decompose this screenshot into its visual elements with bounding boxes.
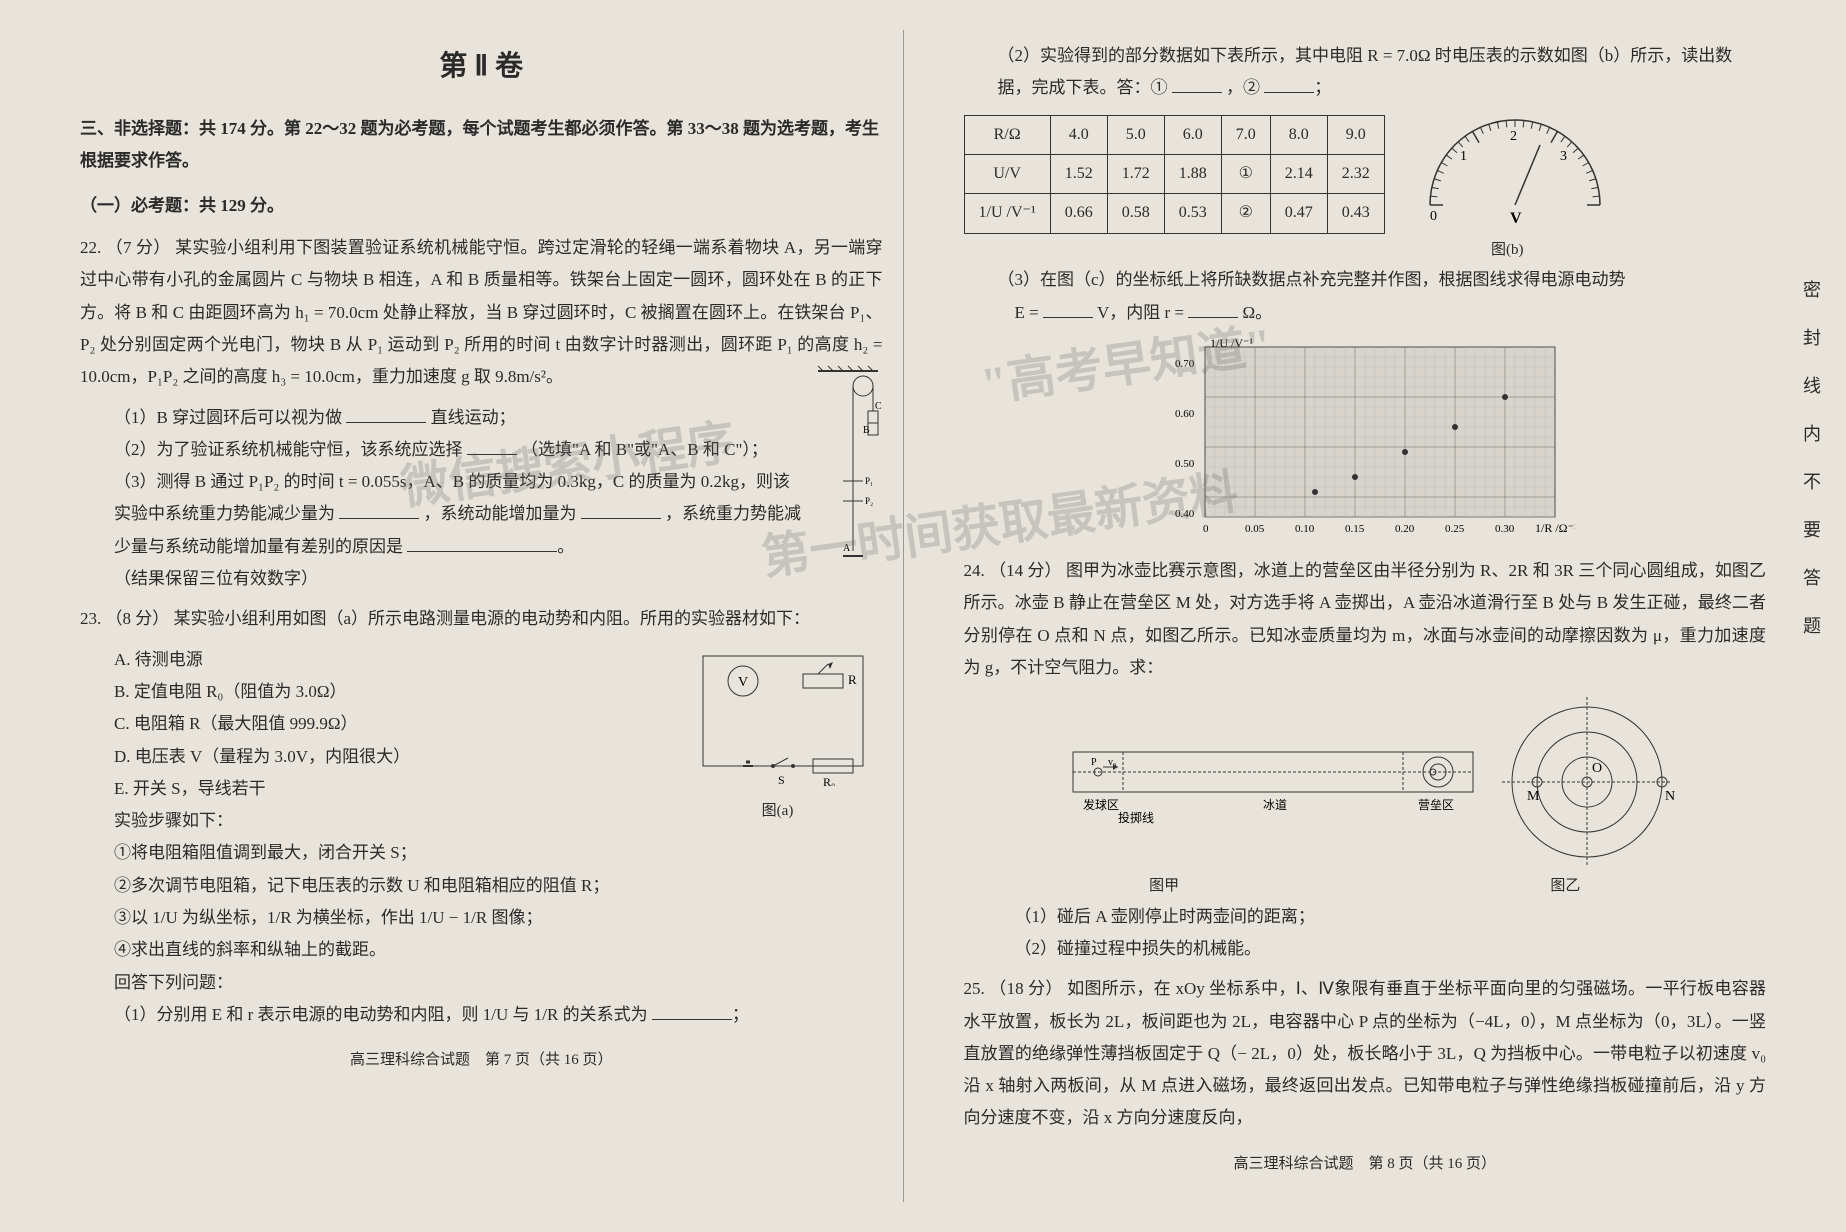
section3-header: 三、非选择题：共 174 分。第 22～32 题为必考题，每个试题考生都必须作答… (80, 113, 883, 178)
question-25: 25. （18 分） 如图所示，在 xOy 坐标系中，Ⅰ、Ⅳ象限有垂直于坐标平面… (964, 973, 1767, 1134)
voltmeter-icon: 0 1 2 3 V (1410, 105, 1620, 225)
volume-title: 第 Ⅱ 卷 (80, 40, 883, 93)
svg-text:A: A (843, 543, 851, 554)
q23-sub2-intro: （2）实验得到的部分数据如下表所示，其中电阻 R = 7.0Ω 时电压表的示数如… (964, 40, 1767, 105)
svg-text:0: 0 (1430, 209, 1437, 224)
svg-text:0: 0 (1203, 523, 1209, 535)
pulley-diagram: C B A P₁ P₂ (813, 361, 883, 561)
svg-text:P₂: P₂ (865, 496, 873, 506)
footer-left: 高三理科综合试题 第 7 页（共 16 页） (80, 1046, 883, 1075)
blank (467, 438, 517, 455)
q24-sub2: （2）碰撞过程中损失的机械能。 (964, 933, 1767, 965)
svg-text:营垒区: 营垒区 (1418, 798, 1454, 812)
svg-text:P: P (1091, 757, 1097, 768)
blank (1264, 76, 1314, 93)
q24-sub1: （1）碰后 A 壶刚停止时两壶间的距离； (964, 901, 1767, 933)
svg-text:M: M (1527, 789, 1540, 804)
svg-text:V: V (1510, 210, 1522, 225)
q24-points: （14 分） (989, 561, 1062, 580)
blank (652, 1003, 732, 1020)
fig-jia-label: 图甲 (1149, 872, 1179, 901)
graph-paper: 1/U /V⁻¹ 1/R /Ω⁻¹ 0.40 0.50 0.60 0.70 0 … (1155, 337, 1575, 547)
svg-text:0.05: 0.05 (1245, 523, 1265, 535)
figure-b-label: 图(b) (1395, 236, 1620, 265)
q23-step4: ④求出直线的斜率和纵轴上的截距。 (80, 934, 883, 966)
svg-text:R: R (848, 672, 857, 687)
figure-a-label: 图(a) (673, 797, 883, 826)
svg-text:1/R /Ω⁻¹: 1/R /Ω⁻¹ (1535, 521, 1575, 535)
q23-answer-header: 回答下列问题： (80, 967, 883, 999)
svg-text:1/U /V⁻¹: 1/U /V⁻¹ (1210, 337, 1253, 350)
q23-step1: ①将电阻箱阻值调到最大，闭合开关 S； (80, 837, 883, 869)
svg-text:0.60: 0.60 (1175, 408, 1195, 420)
svg-text:O: O (1592, 761, 1602, 776)
question-24: 24. （14 分） 图甲为冰壶比赛示意图，冰道上的营垒区由半径分别为 R、2R… (964, 555, 1767, 684)
q24-figures: P v₀ 发球区 投掷线 冰道 营垒区 M (964, 692, 1767, 901)
blank (339, 502, 419, 519)
svg-text:3: 3 (1560, 149, 1567, 164)
svg-text:投掷线: 投掷线 (1118, 810, 1154, 825)
svg-text:1: 1 (1460, 149, 1467, 164)
svg-text:0.10: 0.10 (1295, 523, 1315, 535)
q25-number: 25. (964, 973, 985, 1005)
right-column: （2）实验得到的部分数据如下表所示，其中电阻 R = 7.0Ω 时电压表的示数如… (944, 30, 1787, 1202)
q23-number: 23. (80, 603, 101, 635)
q24-text: 图甲为冰壶比赛示意图，冰道上的营垒区由半径分别为 R、2R 和 3R 三个同心圆… (964, 561, 1767, 677)
blank (1043, 301, 1093, 318)
q23-sub1: （1）分别用 E 和 r 表示电源的电动势和内阻，则 1/U 与 1/R 的关系… (80, 999, 883, 1031)
svg-text:2: 2 (1510, 129, 1517, 144)
required-header: （一）必考题：共 129 分。 (80, 190, 883, 222)
svg-text:R₀: R₀ (823, 775, 835, 786)
q22-text: 某实验小组利用下图装置验证系统机械能守恒。跨过定滑轮的轻绳一端系着物块 A，另一… (80, 238, 883, 386)
table-meter-row: R/Ω4.05.06.07.08.09.0 U/V1.521.721.88①2.… (964, 105, 1767, 265)
svg-text:S: S (778, 773, 785, 786)
q22-sub3: （3）测得 B 通过 P₁P₂ 的时间 t = 0.055s，A、B 的质量均为… (80, 466, 883, 563)
circuit-diagram: V R R₀ S (683, 636, 883, 786)
svg-text:B: B (863, 425, 870, 436)
svg-text:N: N (1665, 789, 1675, 804)
data-table: R/Ω4.05.06.07.08.09.0 U/V1.521.721.88①2.… (964, 115, 1385, 234)
svg-text:0.25: 0.25 (1445, 523, 1465, 535)
curling-target-diagram: M O N (1497, 692, 1677, 872)
q22-number: 22. (80, 232, 101, 264)
svg-text:0.70: 0.70 (1175, 358, 1195, 370)
q22-sub1: （1）B 穿过圆环后可以视为做 直线运动； (80, 402, 883, 434)
svg-text:V: V (738, 675, 748, 690)
q23-text: 某实验小组利用如图（a）所示电路测量电源的电动势和内阻。所用的实验器材如下： (174, 609, 811, 628)
q25-points: （18 分） (989, 979, 1062, 998)
q23-points: （8 分） (106, 609, 170, 628)
question-22: 22. （7 分） 某实验小组利用下图装置验证系统机械能守恒。跨过定滑轮的轻绳一… (80, 232, 883, 393)
svg-text:0.15: 0.15 (1345, 523, 1365, 535)
blank (407, 535, 557, 552)
side-markers: 密封线内不要答题 (1794, 280, 1828, 664)
question-23: 23. （8 分） 某实验小组利用如图（a）所示电路测量电源的电动势和内阻。所用… (80, 603, 883, 635)
blank (1188, 301, 1238, 318)
blank (581, 502, 661, 519)
q25-text: 如图所示，在 xOy 坐标系中，Ⅰ、Ⅳ象限有垂直于坐标平面向里的匀强磁场。一平行… (964, 979, 1767, 1127)
footer-right: 高三理科综合试题 第 8 页（共 16 页） (964, 1150, 1767, 1179)
svg-text:0.30: 0.30 (1495, 523, 1515, 535)
blank (1172, 76, 1222, 93)
svg-text:0.40: 0.40 (1175, 508, 1195, 520)
svg-text:0.50: 0.50 (1175, 458, 1195, 470)
page-container: 第 Ⅱ 卷 三、非选择题：共 174 分。第 22～32 题为必考题，每个试题考… (60, 30, 1786, 1202)
left-column: 第 Ⅱ 卷 三、非选择题：共 174 分。第 22～32 题为必考题，每个试题考… (60, 30, 904, 1202)
svg-text:冰道: 冰道 (1263, 798, 1287, 812)
q23-step2: ②多次调节电阻箱，记下电压表的示数 U 和电阻箱相应的阻值 R； (80, 870, 883, 902)
svg-text:发球区: 发球区 (1083, 797, 1119, 812)
q22-sub3-note: （结果保留三位有效数字） (80, 563, 883, 595)
svg-text:C: C (875, 401, 882, 412)
blank (346, 406, 426, 423)
q22-points: （7 分） (106, 238, 171, 257)
svg-text:P₁: P₁ (865, 476, 873, 486)
q24-number: 24. (964, 555, 985, 587)
curling-track-diagram: P v₀ 发球区 投掷线 冰道 营垒区 (1063, 737, 1483, 827)
fig-yi-label: 图乙 (1550, 872, 1580, 901)
q23-sub3: （3）在图（c）的坐标纸上将所缺数据点补充完整并作图，根据图线求得电源电动势 (964, 264, 1767, 296)
svg-text:0.20: 0.20 (1395, 523, 1415, 535)
q22-sub2: （2）为了验证系统机械能守恒，该系统应选择 （选填"A 和 B"或"A、B 和 … (80, 434, 883, 466)
q23-step3: ③以 1/U 为纵坐标，1/R 为横坐标，作出 1/U − 1/R 图像； (80, 902, 883, 934)
q23-sub3-answers: E = V，内阻 r = Ω。 (964, 297, 1767, 329)
